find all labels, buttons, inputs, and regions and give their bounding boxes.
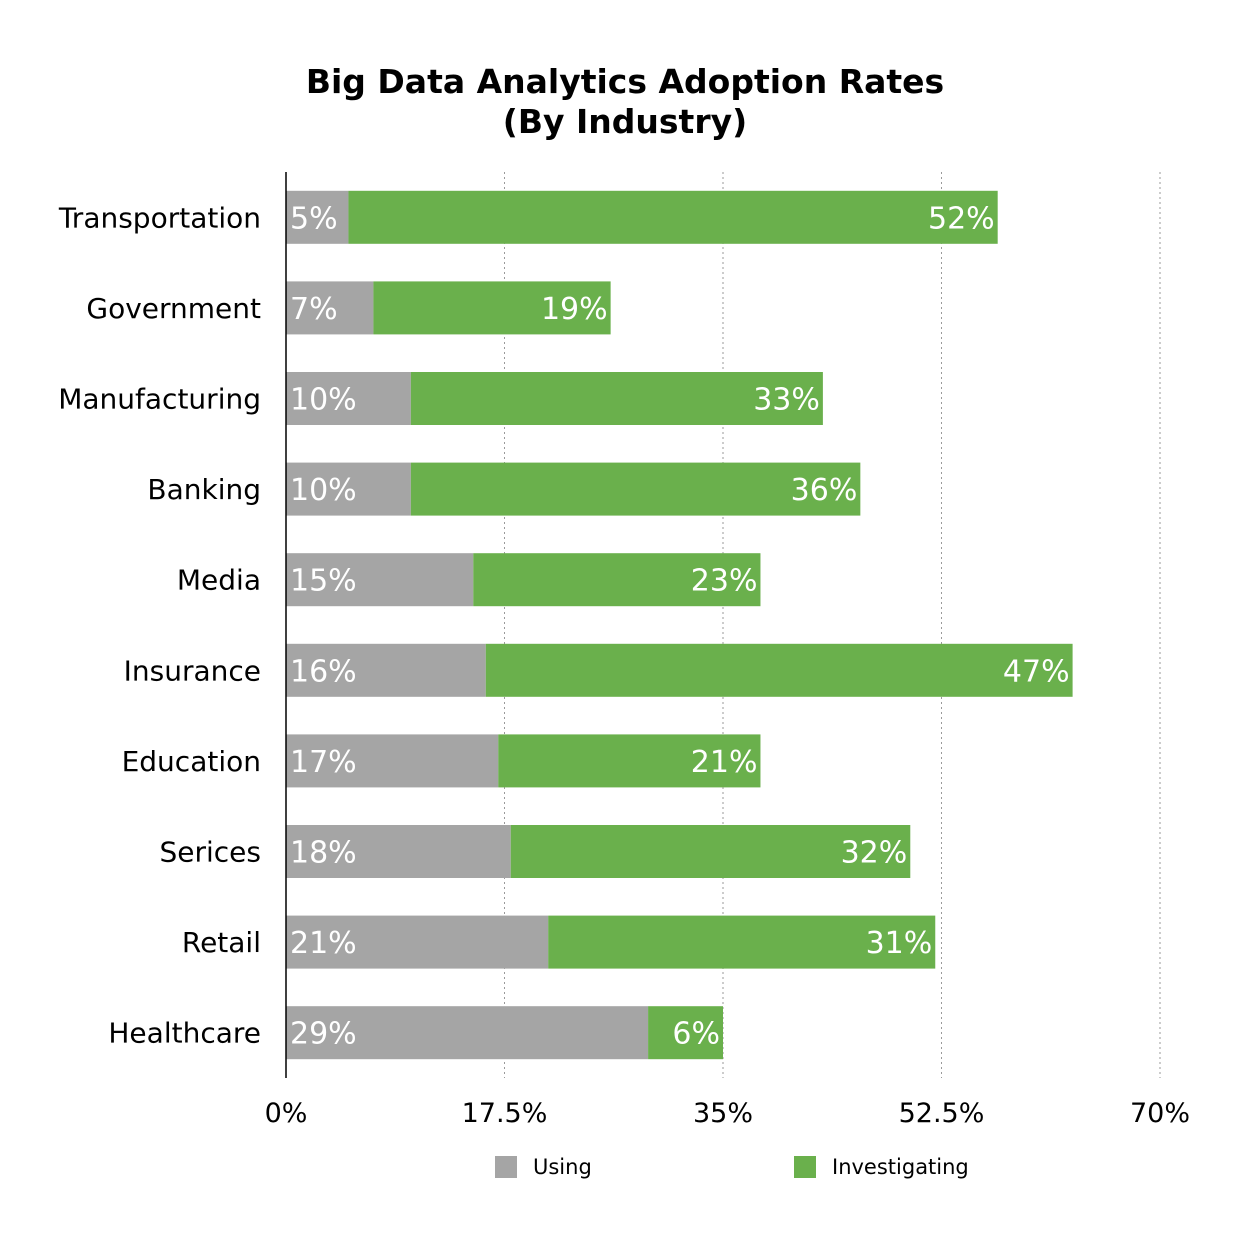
data-label-investigating: 36%: [791, 473, 858, 508]
bar-using: [286, 462, 411, 516]
bar-using: [286, 643, 486, 697]
data-label-investigating: 6%: [672, 1017, 720, 1052]
category-label: Media: [177, 564, 261, 597]
data-label-investigating: 32%: [841, 836, 908, 871]
bar-investigating: [648, 1006, 723, 1060]
bar-using: [286, 553, 474, 607]
bar-using: [286, 281, 374, 335]
data-label-investigating: 23%: [691, 564, 758, 599]
bar-investigating: [348, 190, 998, 244]
data-label-using: 17%: [290, 745, 357, 780]
bar-using: [286, 915, 549, 969]
bar-using: [286, 372, 411, 425]
x-tick-label: 70%: [1130, 1098, 1190, 1129]
bar-using: [286, 190, 349, 244]
x-tick-label: 52.5%: [899, 1098, 985, 1129]
data-label-investigating: 33%: [753, 383, 820, 418]
data-label-using: 15%: [290, 564, 357, 599]
bar-investigating: [485, 643, 1073, 697]
data-label-using: 10%: [290, 473, 357, 508]
data-label-using: 5%: [290, 201, 338, 236]
bar-investigating: [510, 825, 911, 878]
category-label: Serices: [160, 836, 262, 869]
data-label-investigating: 47%: [1003, 654, 1070, 689]
legend-item-investigating: Investigating: [794, 1155, 969, 1179]
bar-using: [286, 734, 499, 788]
x-tick-label: 17.5%: [462, 1098, 548, 1129]
data-label-using: 18%: [290, 836, 357, 871]
legend-swatch-investigating: [794, 1156, 816, 1178]
data-label-investigating: 31%: [866, 926, 933, 961]
data-label-using: 7%: [290, 292, 338, 327]
data-label-investigating: 21%: [691, 745, 758, 780]
bar-using: [286, 1006, 649, 1060]
category-label: Transportation: [58, 201, 261, 234]
bar-investigating: [373, 281, 611, 335]
category-label: Retail: [182, 926, 261, 959]
x-tick-label: 35%: [693, 1098, 753, 1129]
category-label: Education: [122, 745, 261, 778]
bar-investigating: [473, 553, 761, 607]
category-label: Government: [86, 292, 261, 325]
chart-title-line-1: Big Data Analytics Adoption Rates: [305, 62, 945, 101]
data-label-investigating: 19%: [541, 292, 608, 327]
data-label-using: 21%: [290, 926, 357, 961]
category-label: Manufacturing: [58, 383, 261, 416]
legend-item-using: Using: [495, 1155, 592, 1179]
x-tick-label: 0%: [265, 1098, 308, 1129]
bar-investigating: [410, 462, 861, 516]
data-label-using: 16%: [290, 654, 357, 689]
bar-using: [286, 825, 511, 878]
category-label: Banking: [147, 473, 261, 506]
legend-label-using: Using: [533, 1155, 592, 1179]
data-label-investigating: 52%: [928, 201, 995, 236]
bar-investigating: [548, 915, 936, 969]
legend-swatch-using: [495, 1156, 517, 1178]
bar-investigating: [498, 734, 761, 788]
chart-title: Big Data Analytics Adoption Rates (By In…: [0, 62, 1250, 142]
category-label: Insurance: [124, 654, 261, 687]
data-label-using: 10%: [290, 383, 357, 418]
chart-title-line-2: (By Industry): [502, 102, 748, 141]
bar-investigating: [410, 372, 823, 425]
legend-label-investigating: Investigating: [832, 1155, 969, 1179]
data-label-using: 29%: [290, 1017, 357, 1052]
category-label: Healthcare: [108, 1017, 261, 1050]
